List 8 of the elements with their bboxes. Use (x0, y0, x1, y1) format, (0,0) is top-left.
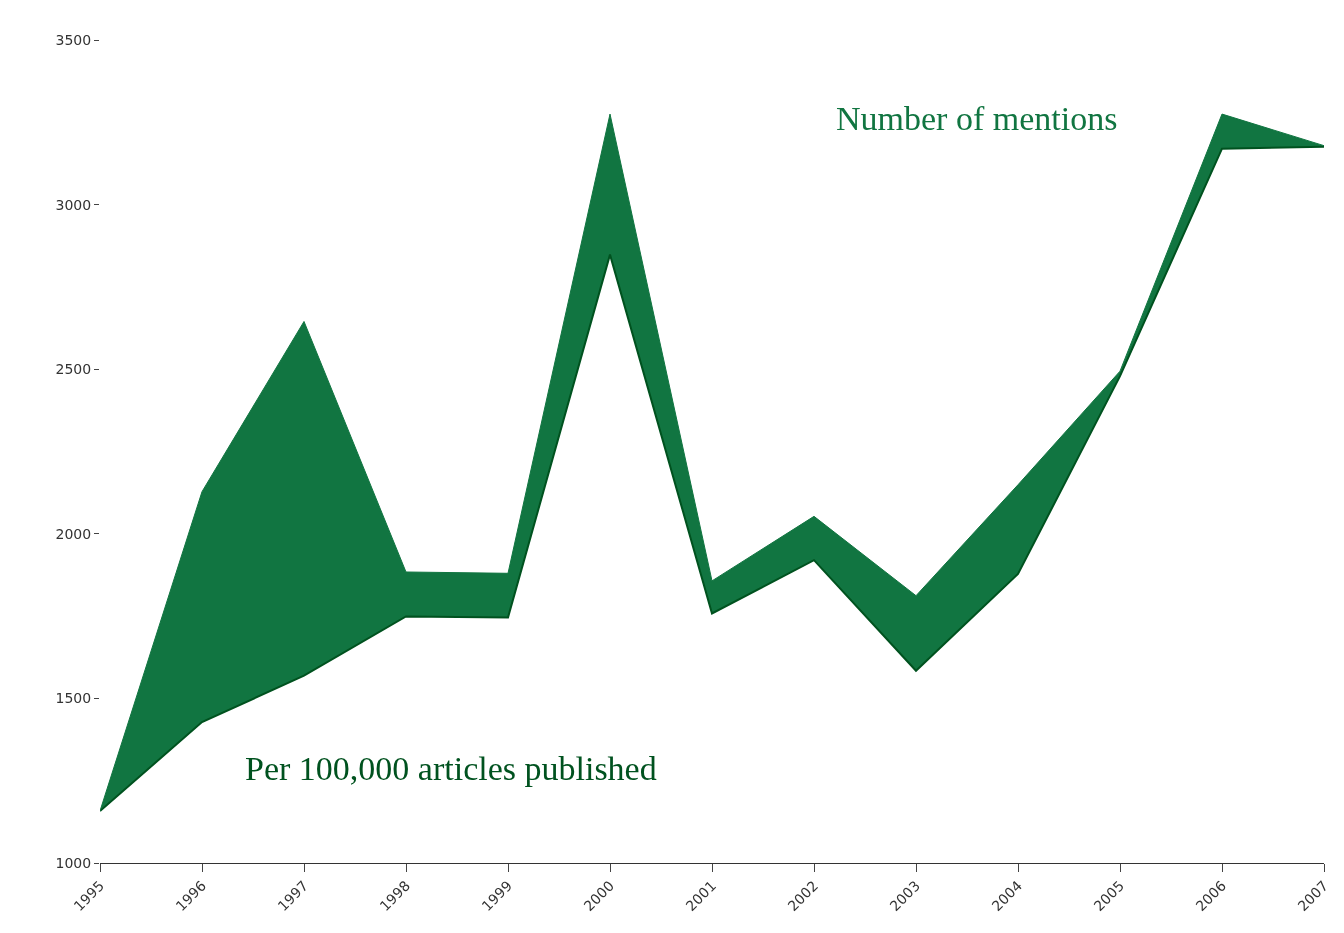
y-tick-label: 3500 (55, 31, 92, 48)
series-label: Per 100,000 articles published (245, 750, 657, 787)
y-tick-label: 1500 (55, 690, 92, 707)
y-tick-label: 2000 (55, 525, 92, 542)
text: Number of mentions (836, 100, 1118, 137)
y-tick-label: 2500 (55, 361, 92, 378)
y-tick-label: 3000 (55, 196, 92, 213)
y-tick-label: 1000 (55, 854, 92, 871)
